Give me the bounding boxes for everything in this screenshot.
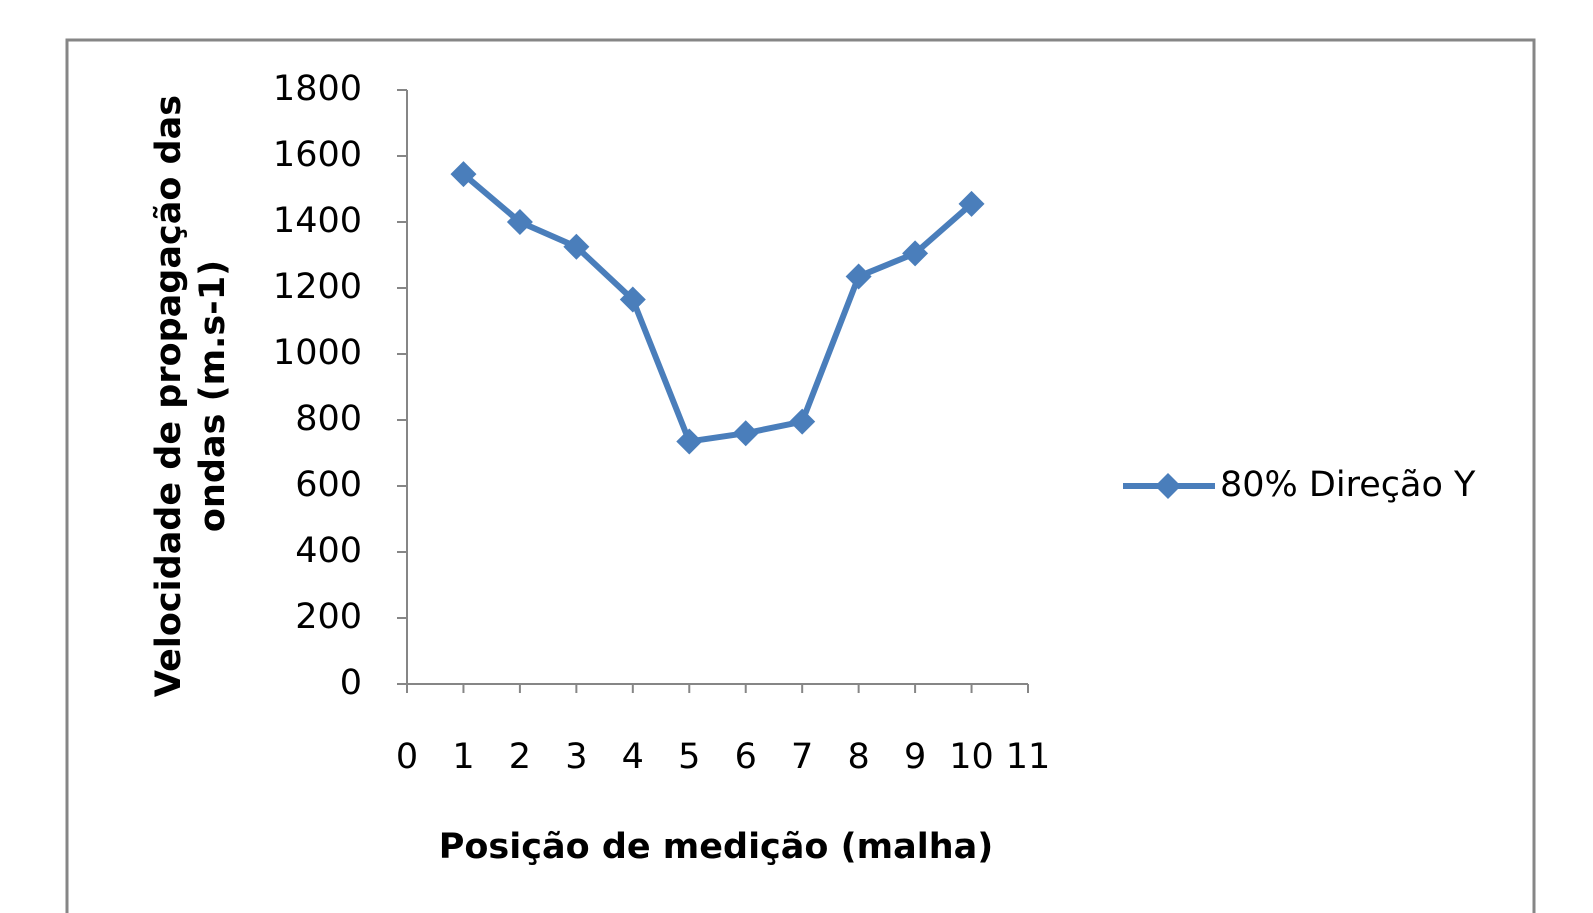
x-tick-label: 3 (565, 737, 587, 777)
x-axis-title: Posição de medição (malha) (439, 827, 994, 867)
legend-marker (1155, 473, 1181, 499)
legend-label: 80% Direção Y (1220, 465, 1476, 505)
x-tick-label: 2 (509, 737, 531, 777)
x-tick-label: 0 (396, 737, 418, 777)
x-tick-label: 7 (791, 737, 813, 777)
marker (845, 263, 872, 290)
marker (789, 408, 816, 435)
y-tick-label: 600 (295, 465, 362, 505)
x-tick-label: 6 (735, 737, 757, 777)
y-tick-label: 1000 (273, 333, 362, 373)
y-tick-label: 800 (295, 399, 362, 439)
y-tick-label: 1400 (273, 201, 362, 241)
x-tick-label: 8 (847, 737, 869, 777)
y-tick-label: 0 (340, 663, 362, 703)
marker (563, 233, 590, 260)
marker (958, 190, 985, 217)
x-tick-label: 4 (622, 737, 644, 777)
marker (506, 209, 533, 235)
y-tick-label: 1800 (273, 69, 362, 109)
x-tick-label: 5 (678, 737, 700, 777)
y-axis-title-line: ondas (m.s-1) (193, 260, 233, 532)
y-tick-label: 1200 (273, 267, 362, 307)
x-tick-label: 9 (904, 737, 926, 777)
series-line (461, 171, 974, 445)
x-tick-label: 11 (1006, 737, 1051, 777)
marker (450, 161, 477, 188)
marker (619, 286, 646, 313)
y-axis-title: Velocidade de propagação das ondas (m.s-… (149, 95, 233, 697)
y-tick-label: 1600 (273, 135, 362, 175)
chart-frame (65, 38, 1536, 913)
y-axis-title-line: Velocidade de propagação das (149, 95, 189, 697)
marker (732, 420, 759, 447)
y-tick-label: 400 (295, 531, 362, 571)
y-tick-label: 200 (295, 597, 362, 637)
x-tick-label: 10 (949, 737, 994, 777)
marker (902, 240, 929, 267)
x-tick-label: 1 (452, 737, 474, 777)
marker (676, 428, 703, 455)
